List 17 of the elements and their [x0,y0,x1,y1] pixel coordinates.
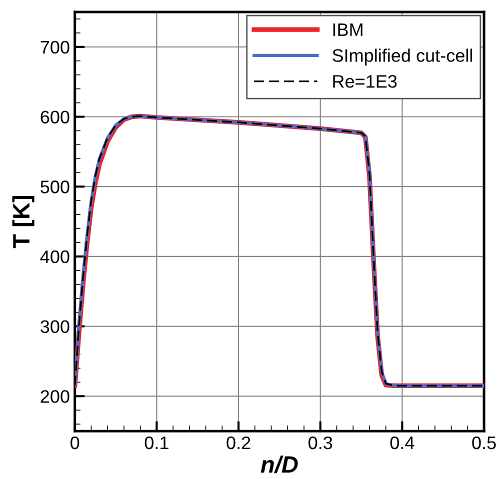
x-tick-label: 0.5 [472,436,496,450]
y-tick-label: 400 [40,250,70,264]
x-tick-label: 0.3 [308,436,332,450]
x-tick-label: 0.4 [390,436,414,450]
y-tick-label: 500 [40,180,70,194]
y-tick-label: 700 [40,40,70,54]
x-tick-label: 0.1 [144,436,168,450]
y-tick-label: 300 [40,320,70,334]
x-tick-label: 0 [70,436,80,450]
y-tick-label: 600 [40,110,70,124]
legend-label: Re=1E3 [333,75,397,88]
y-tick-label: 200 [40,390,70,403]
y-axis-title: T [K] [12,196,34,248]
x-tick-label: 0.2 [226,436,250,450]
x-axis-title: n/D [260,456,298,474]
legend-label: IBM [333,23,362,36]
legend-label: SImplified cut-cell [332,48,472,66]
